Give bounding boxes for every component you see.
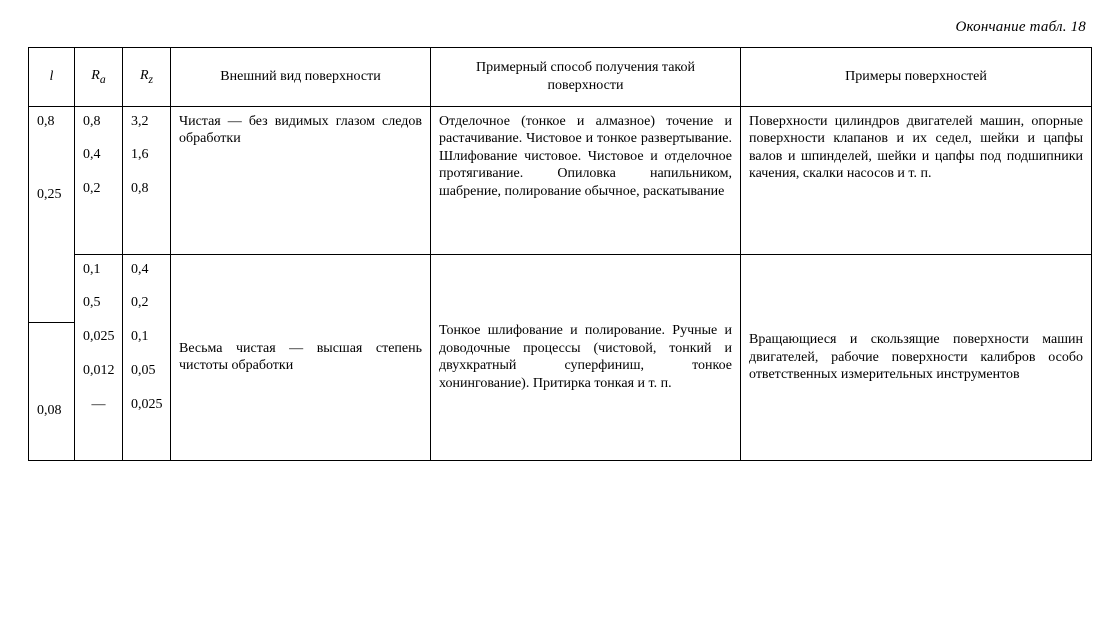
cell-l-block2: 0,08 xyxy=(29,322,75,460)
col-header-rz-sym: R xyxy=(140,68,149,83)
cell-examples: Вращающиеся и скользящие поверхности маш… xyxy=(741,254,1092,460)
cell-rz: 1,6 xyxy=(123,140,171,174)
cell-rz: 3,2 xyxy=(123,106,171,140)
cell-rz: 0,2 xyxy=(123,288,171,322)
table-row: 0,1 0,4 Весьма чистая — высшая степень ч… xyxy=(29,254,1092,288)
cell-appearance: Чистая — без видимых глазом следов обраб… xyxy=(171,106,431,254)
cell-appearance: Весьма чистая — высшая степень чистоты о… xyxy=(171,254,431,460)
cell-ra: 0,5 xyxy=(75,288,123,322)
col-header-method: Примерный способ получения такой поверхн… xyxy=(431,47,741,106)
col-header-appearance: Внешний вид поверхности xyxy=(171,47,431,106)
col-header-l: l xyxy=(29,47,75,106)
cell-ra: 0,012 xyxy=(75,356,123,390)
l-value: 0,25 xyxy=(37,186,66,204)
page: Окончание табл. 18 l Ra Rz Внешний вид п… xyxy=(0,0,1120,633)
col-header-l-label: l xyxy=(50,69,54,84)
cell-ra: 0,2 xyxy=(75,174,123,254)
surface-quality-table: l Ra Rz Внешний вид поверхности Примерны… xyxy=(28,47,1092,461)
cell-examples: Поверхности цилиндров двигателей машин, … xyxy=(741,106,1092,254)
cell-l-gap xyxy=(29,254,75,322)
col-header-rz-sub: z xyxy=(149,72,154,85)
l-value: 0,8 xyxy=(37,113,66,131)
cell-rz: 0,8 xyxy=(123,174,171,254)
col-header-rz: Rz xyxy=(123,47,171,106)
col-header-ra-sym: R xyxy=(91,68,100,83)
cell-ra: 0,025 xyxy=(75,322,123,356)
cell-ra: 0,4 xyxy=(75,140,123,174)
table-header-row: l Ra Rz Внешний вид поверхности Примерны… xyxy=(29,47,1092,106)
cell-l-block1: 0,8 0,25 xyxy=(29,106,75,254)
cell-rz: 0,1 xyxy=(123,322,171,356)
cell-method: Тонкое шлифование и полирование. Ручные … xyxy=(431,254,741,460)
cell-rz: 0,05 xyxy=(123,356,171,390)
cell-rz: 0,4 xyxy=(123,254,171,288)
cell-rz: 0,025 xyxy=(123,390,171,460)
cell-ra: 0,1 xyxy=(75,254,123,288)
cell-ra: 0,8 xyxy=(75,106,123,140)
table-row: 0,8 0,25 0,8 3,2 Чистая — без видимых гл… xyxy=(29,106,1092,140)
cell-method: Отделочное (тонкое и алмазное) точение и… xyxy=(431,106,741,254)
col-header-ra: Ra xyxy=(75,47,123,106)
col-header-ra-sub: a xyxy=(100,72,106,85)
table-caption: Окончание табл. 18 xyxy=(28,18,1086,37)
cell-ra: — xyxy=(75,390,123,460)
col-header-examples: Примеры поверхностей xyxy=(741,47,1092,106)
